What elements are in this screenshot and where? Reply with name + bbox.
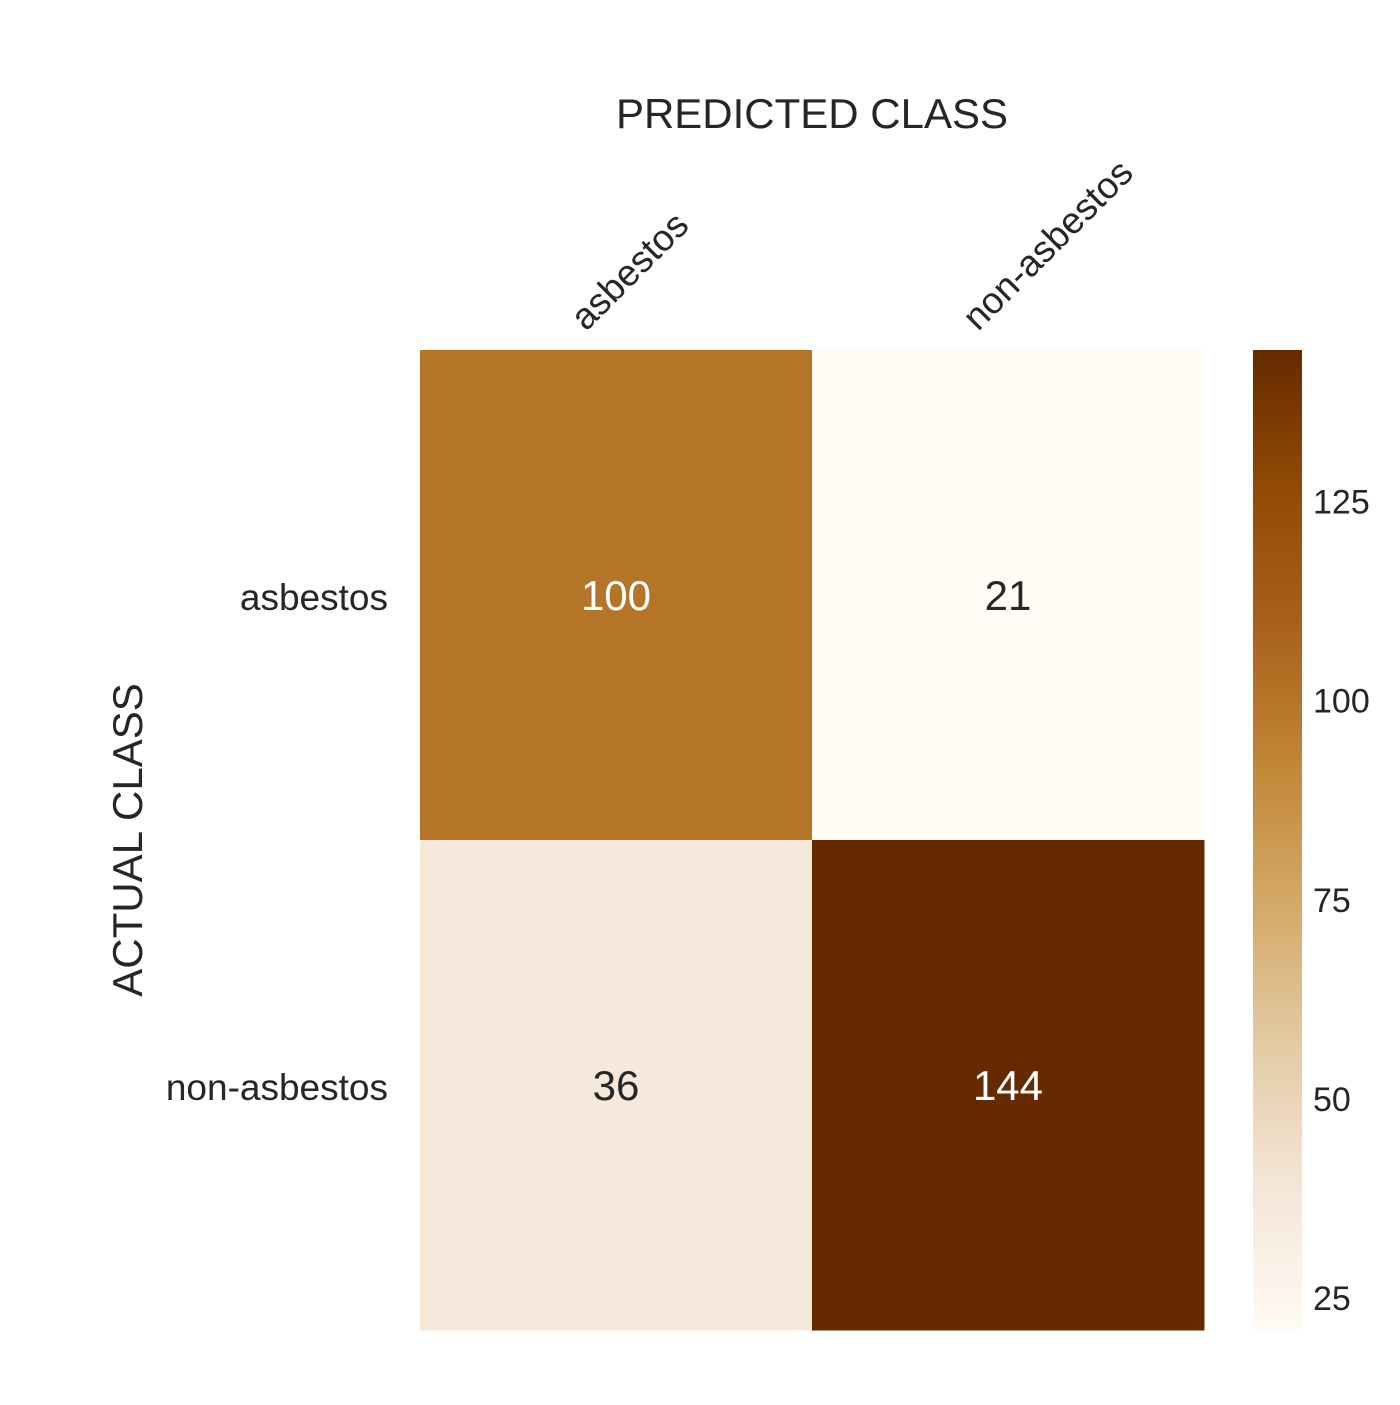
cell-annotations: 100 21 36 144 [581, 572, 1043, 1109]
x-axis-label: PREDICTED CLASS [616, 90, 1008, 137]
cell-value-label: 144 [973, 1062, 1043, 1109]
y-tick-label: asbestos [240, 577, 388, 618]
x-tick-labels: asbestos non-asbestos [563, 152, 1141, 338]
heatmap-cell [812, 350, 1205, 841]
x-tick-label: asbestos [563, 204, 697, 338]
colorbar-tick-label: 50 [1313, 1081, 1351, 1119]
y-tick-label: non-asbestos [166, 1067, 388, 1108]
cell-value-label: 21 [985, 572, 1032, 619]
colorbar-tick-label: 125 [1313, 483, 1370, 521]
colorbar-tick-label: 25 [1313, 1280, 1351, 1318]
heatmap-cells [420, 350, 1205, 1331]
y-tick-labels: asbestos non-asbestos [166, 577, 388, 1108]
heatmap-cell [420, 840, 813, 1331]
colorbar-gradient [1253, 350, 1302, 1330]
cell-value-label: 100 [581, 572, 651, 619]
cell-value-label: 36 [593, 1062, 640, 1109]
heatmap-cell [420, 350, 813, 841]
colorbar: 25 50 75 100 125 [1253, 350, 1370, 1330]
x-tick-label: non-asbestos [955, 152, 1141, 338]
colorbar-tick-label: 100 [1313, 683, 1370, 721]
y-axis-label: ACTUAL CLASS [104, 683, 151, 997]
colorbar-tick-label: 75 [1313, 882, 1351, 920]
heatmap-cell [812, 840, 1205, 1331]
colorbar-tick-labels: 25 50 75 100 125 [1313, 483, 1370, 1318]
